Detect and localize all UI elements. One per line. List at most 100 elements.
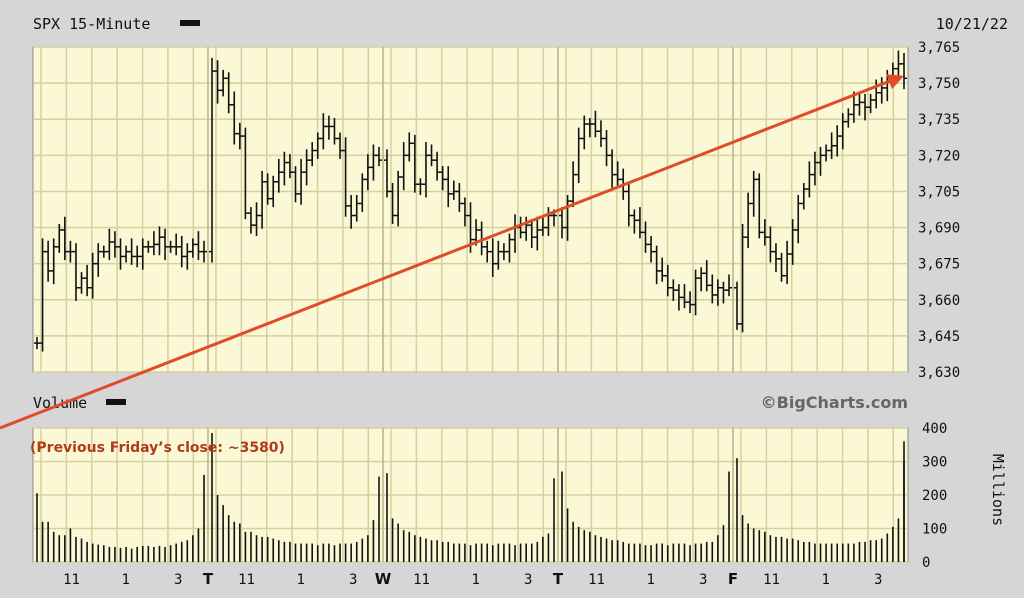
ohlc-bar: [720, 281, 727, 304]
ohlc-bar: [539, 216, 546, 236]
ohlc-bar: [292, 166, 299, 203]
ohlc-bar: [761, 219, 768, 246]
ohlc-bar: [259, 170, 266, 229]
ohlc-bar: [400, 142, 407, 191]
ohlc-bar: [139, 238, 146, 270]
ohlc-bar: [173, 233, 180, 256]
ohlc-bar: [687, 291, 694, 314]
time-tick-label: 3: [524, 572, 532, 588]
price-panel: [32, 46, 909, 373]
price-tick-label: 3,765: [918, 40, 960, 56]
ohlc-bar: [734, 281, 740, 330]
time-tick-label: 3: [174, 572, 182, 588]
volume-panel: [32, 427, 909, 563]
ohlc-bar: [772, 243, 779, 273]
ohlc-bar: [61, 216, 68, 261]
ohlc-bar: [778, 252, 785, 282]
ohlc-bar: [184, 243, 191, 270]
ohlc-bar: [342, 137, 349, 217]
ohlc-bar: [789, 219, 796, 265]
day-label: T: [203, 570, 214, 588]
ohlc-bar: [586, 118, 593, 138]
ohlc-bar: [209, 57, 215, 263]
time-tick-label: 1: [647, 572, 655, 588]
ohlc-bar: [625, 183, 632, 227]
day-label: T: [553, 570, 564, 588]
ohlc-bar: [592, 110, 599, 138]
ohlc-bar: [806, 161, 813, 198]
price-axis: 3,630 3,645 3,660 3,675 3,690 3,705 3,720 3,735…: [918, 40, 960, 381]
ohlc-bar: [247, 207, 254, 234]
time-tick-label: 11: [588, 572, 605, 588]
ohlc-bar: [264, 173, 271, 205]
ohlc-bar: [664, 264, 671, 297]
ohlc-bar: [434, 151, 441, 181]
ohlc-bar: [275, 158, 282, 193]
ohlc-bar: [750, 170, 757, 217]
ohlc-bar: [581, 115, 588, 150]
ohlc-bar: [111, 231, 118, 258]
ohlc-bar: [703, 260, 710, 292]
ohlc-bar: [839, 113, 846, 150]
ohlc-bar: [559, 207, 565, 239]
ohlc-bar: [195, 231, 202, 261]
volume-axis: 0 100 200 300 400: [922, 421, 947, 571]
volume-legend-swatch: [106, 399, 126, 405]
ohlc-bar: [225, 72, 232, 114]
ohlc-bar: [692, 269, 699, 316]
price-tick-label: 3,750: [918, 76, 960, 92]
ohlc-bar: [495, 240, 502, 270]
ohlc-bar: [370, 144, 377, 181]
ohlc-bar: [834, 125, 841, 157]
ohlc-bar: [850, 91, 857, 123]
ohlc-bar: [811, 151, 818, 186]
price-tick-label: 3,675: [918, 257, 960, 273]
ohlc-bar: [134, 245, 141, 268]
ohlc-bar: [534, 216, 541, 251]
time-tick-label: 3: [874, 572, 882, 588]
ohlc-bar: [428, 144, 435, 167]
ohlc-bar: [72, 243, 79, 301]
ohlc-bar: [614, 161, 621, 186]
ohlc-bar: [220, 69, 227, 97]
time-tick-label: 1: [122, 572, 130, 588]
ohlc-bar: [253, 202, 260, 236]
volume-units-label: Millions: [989, 454, 1007, 526]
ohlc-bar: [570, 161, 577, 208]
ohlc-bar: [95, 243, 102, 277]
time-axis: 11 1 3 T 11 1 3 W 11 1 3 T 11 1 3 F 11 1 3: [63, 570, 882, 588]
brand-watermark: ©BigCharts.com: [761, 393, 908, 412]
ohlc-bar: [648, 235, 655, 263]
time-tick-label: 3: [699, 572, 707, 588]
price-tick-label: 3,660: [918, 293, 960, 309]
price-tick-label: 3,720: [918, 148, 960, 164]
ohlc-bar: [201, 240, 207, 263]
ohlc-bar: [45, 240, 52, 282]
time-tick-label: 1: [297, 572, 305, 588]
ohlc-bar: [281, 151, 288, 186]
ohlc-bar: [106, 228, 113, 261]
time-tick-label: 11: [413, 572, 430, 588]
ohlc-bar: [156, 226, 163, 256]
ohlc-bar: [231, 91, 238, 145]
chart-date: 10/21/22: [936, 15, 1008, 33]
ohlc-bar: [823, 144, 830, 162]
ohlc-bar: [298, 158, 305, 205]
time-tick-label: 3: [349, 572, 357, 588]
ohlc-bar: [353, 195, 360, 222]
ohlc-bar: [162, 228, 169, 261]
ohlc-bar: [411, 134, 418, 193]
ohlc-bar: [178, 235, 185, 268]
ohlc-bar: [78, 272, 85, 294]
ohlc-bar: [34, 337, 40, 350]
ohlc-bar: [739, 223, 746, 333]
ohlc-bar: [445, 166, 452, 208]
ohlc-bar: [478, 221, 485, 256]
time-tick-label: 11: [63, 572, 80, 588]
ohlc-bar: [675, 284, 682, 311]
ohlc-bar: [714, 279, 721, 306]
ohlc-bar: [795, 195, 802, 244]
time-tick-label: 1: [472, 572, 480, 588]
ohlc-bar: [348, 195, 355, 229]
